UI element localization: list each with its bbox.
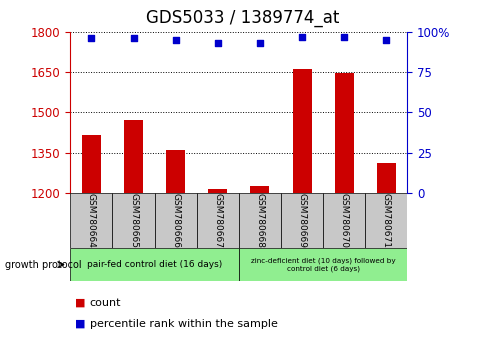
Text: percentile rank within the sample: percentile rank within the sample [90,319,277,329]
Bar [322,193,364,248]
Bar [364,193,407,248]
Text: GSM780669: GSM780669 [297,193,306,248]
Bar [82,135,101,354]
Bar [70,193,112,248]
Bar [154,193,197,248]
Text: GDS5033 / 1389774_at: GDS5033 / 1389774_at [146,9,338,27]
Text: ■: ■ [75,319,86,329]
Bar [208,189,227,354]
Bar [238,193,280,248]
Text: growth protocol: growth protocol [5,259,81,270]
Text: zinc-deficient diet (10 days) followed by
control diet (6 days): zinc-deficient diet (10 days) followed b… [250,258,394,272]
Point [298,34,305,40]
Point [256,40,263,46]
Text: GSM780670: GSM780670 [339,193,348,248]
Point [171,37,179,43]
Bar [376,164,395,354]
Text: GSM780666: GSM780666 [171,193,180,248]
Bar [166,150,185,354]
Text: GSM780664: GSM780664 [87,193,96,248]
Bar [112,193,154,248]
Point [340,34,348,40]
Point [87,35,95,41]
Point [382,37,390,43]
Bar [292,69,311,354]
Text: GSM780665: GSM780665 [129,193,138,248]
Bar [250,186,269,354]
Text: count: count [90,298,121,308]
Bar [197,193,238,248]
Text: pair-fed control diet (16 days): pair-fed control diet (16 days) [87,260,222,269]
Point [129,35,137,41]
Bar [280,193,322,248]
Text: GSM780667: GSM780667 [213,193,222,248]
Bar [124,120,143,354]
Text: GSM780668: GSM780668 [255,193,264,248]
Point [213,40,221,46]
Text: GSM780671: GSM780671 [381,193,390,248]
Bar [334,74,353,354]
Bar [70,248,238,281]
Text: ■: ■ [75,298,86,308]
Bar [238,248,407,281]
